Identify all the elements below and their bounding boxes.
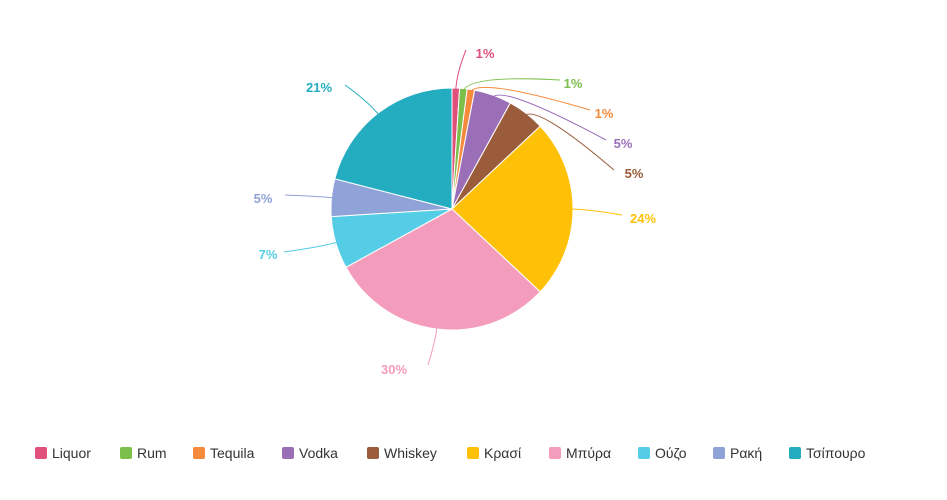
- legend-item-1[interactable]: Liquor: [35, 443, 91, 463]
- legend-label: Tequila: [210, 445, 255, 461]
- legend-label: Liquor: [52, 445, 91, 461]
- legend-label: Whiskey: [384, 445, 437, 461]
- legend-swatch: [367, 447, 379, 459]
- legend-swatch: [282, 447, 294, 459]
- legend-item-4[interactable]: Vodka: [282, 443, 338, 463]
- legend-swatch: [120, 447, 132, 459]
- leader-line-8: [283, 241, 340, 253]
- leader-line-3: [469, 86, 591, 111]
- legend-item-2[interactable]: Rum: [120, 443, 167, 463]
- legend-item-5[interactable]: Whiskey: [367, 443, 437, 463]
- leader-line-5: [523, 113, 615, 171]
- slice-label-4: 5%: [614, 136, 633, 151]
- slice-label-5: 5%: [625, 166, 644, 181]
- slice-label-8: 7%: [259, 247, 278, 262]
- legend-label: Vodka: [299, 445, 338, 461]
- legend-swatch: [549, 447, 561, 459]
- legend-swatch: [467, 447, 479, 459]
- legend-label: Ούζο: [655, 445, 687, 461]
- leader-line-4: [491, 94, 607, 141]
- slice-label-2: 1%: [564, 76, 583, 91]
- leader-line-2: [462, 78, 561, 93]
- leader-line-9: [284, 194, 336, 199]
- pie-labels: 1%1%1%5%5%24%30%7%5%21%: [254, 46, 657, 377]
- legend-swatch: [193, 447, 205, 459]
- legend-item-10[interactable]: Τσίπουρο: [789, 443, 865, 463]
- legend-item-7[interactable]: Μπύρα: [549, 443, 611, 463]
- chart-legend: Liquor Rum Tequila Vodka Whiskey Κρασί Μπύρα Ού…: [0, 443, 947, 463]
- legend-item-8[interactable]: Ούζο: [638, 443, 687, 463]
- legend-swatch: [35, 447, 47, 459]
- legend-item-6[interactable]: Κρασί: [467, 443, 521, 463]
- legend-swatch: [789, 447, 801, 459]
- slice-label-1: 1%: [476, 46, 495, 61]
- legend-item-3[interactable]: Tequila: [193, 443, 254, 463]
- legend-label: Μπύρα: [566, 445, 612, 461]
- legend-swatch: [713, 447, 725, 459]
- leader-lines: [283, 49, 623, 366]
- legend-label: Rum: [137, 445, 167, 461]
- slice-label-10: 21%: [306, 80, 332, 95]
- slice-label-7: 30%: [381, 362, 407, 377]
- slice-label-3: 1%: [595, 106, 614, 121]
- legend-label: Τσίπουρο: [806, 445, 866, 461]
- legend-swatch: [638, 447, 650, 459]
- leader-line-10: [344, 84, 381, 117]
- legend-item-9[interactable]: Ρακή: [713, 443, 762, 463]
- leader-line-1: [455, 49, 467, 93]
- leader-line-7: [427, 325, 438, 366]
- leader-line-6: [568, 208, 623, 216]
- pie-slices: [330, 87, 574, 331]
- slice-label-9: 5%: [254, 191, 273, 206]
- legend-label: Ρακή: [730, 445, 763, 461]
- legend-label: Κρασί: [484, 445, 522, 461]
- slice-label-6: 24%: [630, 211, 656, 226]
